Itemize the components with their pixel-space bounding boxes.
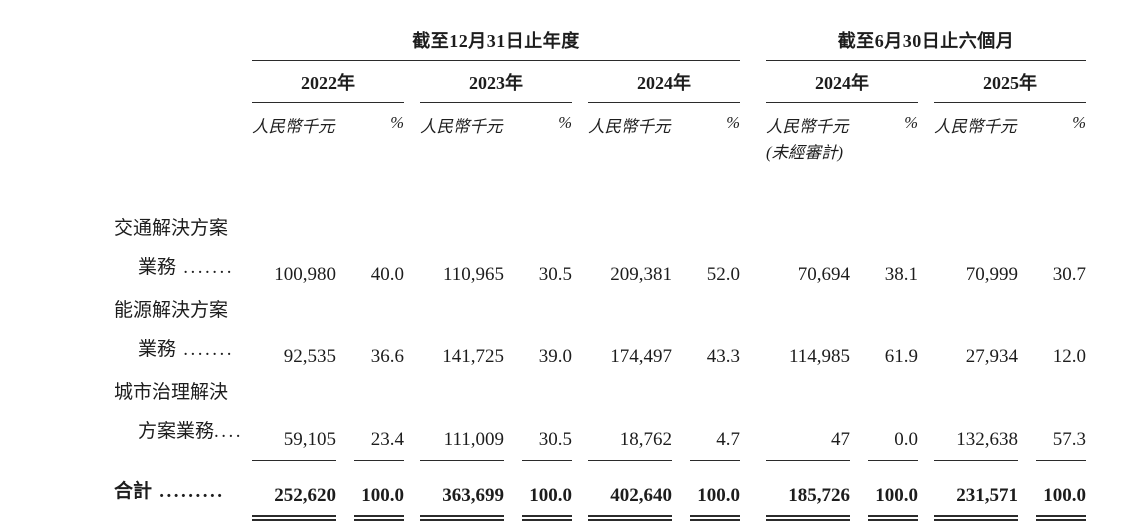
document-page: 截至12月31日止年度 截至6月30日止六個月 2022年 2023年 2024… (0, 27, 1138, 522)
cell-amount: 111,009 (420, 373, 504, 461)
percent-header: % (904, 113, 918, 132)
percent-header: % (726, 113, 740, 132)
table-row-transport: 交通解決方案 業務 ....... 100,980 40.0 110,965 3… (114, 209, 1086, 291)
cell-amount-total: 402,640 (588, 460, 672, 521)
row-label-urban-governance: 城市治理解決 方案業務.... (114, 373, 252, 460)
period-group-interim: 截至6月30日止六個月 (766, 27, 1086, 61)
cell-percent: 12.0 (1052, 346, 1086, 367)
unit-header: 人民幣千元 (420, 117, 503, 136)
group-gap (740, 61, 766, 103)
row-label-line2: 方案業務.... (138, 421, 244, 442)
cell-percent-total: 100.0 (354, 460, 404, 521)
year-header-2024: 2024年 (588, 60, 740, 103)
cell-amount: 174,497 (610, 346, 672, 367)
segment-revenue-table: 截至12月31日止年度 截至6月30日止六個月 2022年 2023年 2024… (114, 27, 1086, 521)
row-label-line2: 業務 ....... (138, 257, 235, 278)
cell-amount: 59,105 (252, 373, 336, 461)
cell-percent: 4.7 (690, 373, 740, 461)
cell-percent-total: 100.0 (690, 460, 740, 521)
percent-header: % (390, 113, 404, 132)
unit-header: 人民幣千元 (252, 117, 335, 136)
cell-percent: 0.0 (868, 373, 918, 461)
cell-percent: 40.0 (370, 264, 404, 285)
cell-percent: 30.5 (522, 373, 572, 461)
pair-gap (918, 61, 934, 103)
cell-amount: 70,694 (797, 264, 850, 285)
year-header-2023: 2023年 (420, 60, 572, 103)
table-row-energy: 能源解決方案 業務 ....... 92,535 36.6 141,725 39… (114, 291, 1086, 373)
pair-gap (572, 61, 588, 103)
row-label-energy: 能源解決方案 業務 ....... (114, 291, 252, 373)
cell-percent: 61.9 (884, 346, 918, 367)
unit-header: 人民幣千元 (934, 117, 1017, 136)
cell-amount: 114,985 (788, 346, 850, 367)
row-label-line1: 交通解決方案 (114, 218, 229, 239)
cell-amount: 70,999 (965, 264, 1018, 285)
year-header-row: 2022年 2023年 2024年 2024年 2025年 (114, 60, 1086, 103)
group-gap (740, 103, 766, 164)
cell-percent-total: 100.0 (522, 460, 572, 521)
cell-percent: 38.1 (884, 264, 918, 285)
cell-percent: 36.6 (370, 346, 404, 367)
cell-percent: 23.4 (354, 373, 404, 461)
unit-header: 人民幣千元 (766, 117, 849, 136)
dot-leader: ....... (176, 339, 235, 360)
corner-cell (114, 103, 252, 164)
group-gap (740, 27, 766, 61)
unit-header: 人民幣千元 (588, 117, 671, 136)
year-header-2025-interim: 2025年 (934, 60, 1086, 103)
cell-amount: 209,381 (610, 264, 672, 285)
cell-amount: 110,965 (442, 264, 504, 285)
year-header-2024-interim: 2024年 (766, 60, 918, 103)
dot-leader: .... (214, 421, 244, 442)
cell-percent-total: 100.0 (868, 460, 918, 521)
cell-amount: 132,638 (934, 373, 1018, 461)
row-label-line2: 業務 ....... (138, 339, 235, 360)
table-row-urban-governance: 城市治理解決 方案業務.... 59,105 23.4 111,009 30.5… (114, 373, 1086, 461)
cell-amount: 100,980 (274, 264, 336, 285)
cell-percent: 39.0 (538, 346, 572, 367)
cell-percent-total: 100.0 (1036, 460, 1086, 521)
dot-leader: ....... (176, 257, 235, 278)
cell-amount: 27,934 (965, 346, 1018, 367)
row-label-total: 合計 ......... (114, 481, 225, 502)
subheader-row: 人民幣千元 % 人民幣千元 % 人民幣千元 % 人民幣千元 (未經審計) % 人… (114, 103, 1086, 164)
dot-leader: ......... (152, 481, 225, 502)
cell-percent: 57.3 (1036, 373, 1086, 461)
corner-cell (114, 27, 252, 61)
pair-gap (404, 61, 420, 103)
spacer-row (114, 163, 1086, 209)
unit-header-unaudited: 人民幣千元 (未經審計) (766, 103, 868, 164)
row-label-line1: 能源解決方案 (114, 300, 229, 321)
percent-header: % (1072, 113, 1086, 132)
cell-amount: 18,762 (588, 373, 672, 461)
pair-gap (918, 103, 934, 164)
cell-percent: 52.0 (706, 264, 740, 285)
cell-amount-total: 185,726 (766, 460, 850, 521)
period-group-annual: 截至12月31日止年度 (252, 27, 740, 61)
cell-amount: 47 (766, 373, 850, 461)
pair-gap (404, 103, 420, 164)
corner-cell (114, 61, 252, 103)
row-label-line1: 城市治理解決 (114, 382, 229, 403)
cell-percent: 43.3 (706, 346, 740, 367)
cell-amount-total: 252,620 (252, 460, 336, 521)
cell-percent: 30.7 (1052, 264, 1086, 285)
cell-amount-total: 231,571 (934, 460, 1018, 521)
cell-amount: 141,725 (442, 346, 504, 367)
percent-header: % (558, 113, 572, 132)
unaudited-note: (未經審計) (766, 143, 843, 162)
cell-amount: 92,535 (283, 346, 336, 367)
year-header-2022: 2022年 (252, 60, 404, 103)
row-label-transport: 交通解決方案 業務 ....... (114, 209, 252, 291)
cell-amount-total: 363,699 (420, 460, 504, 521)
pair-gap (572, 103, 588, 164)
table-row-total: 合計 ......... 252,620 100.0 363,699 100.0… (114, 460, 1086, 521)
period-group-row: 截至12月31日止年度 截至6月30日止六個月 (114, 27, 1086, 61)
cell-percent: 30.5 (538, 264, 572, 285)
